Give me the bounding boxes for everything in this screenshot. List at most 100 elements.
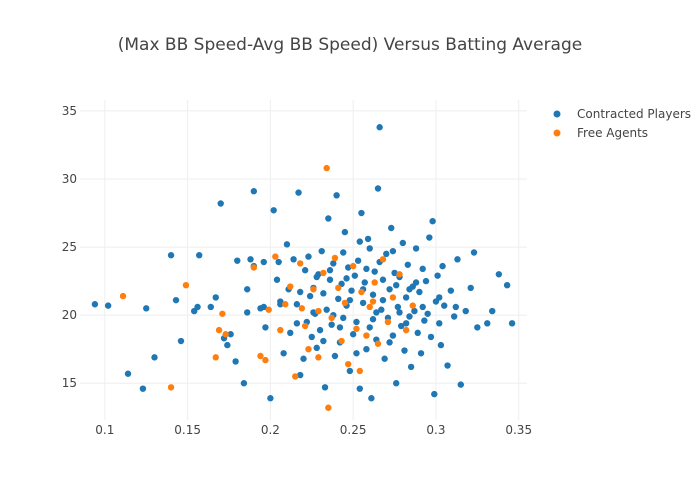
data-point[interactable]: [333, 192, 340, 199]
data-point[interactable]: [450, 313, 458, 320]
data-point[interactable]: [310, 309, 317, 316]
data-point[interactable]: [421, 317, 428, 324]
data-point[interactable]: [217, 200, 224, 207]
data-point[interactable]: [91, 301, 99, 308]
data-point[interactable]: [330, 260, 337, 267]
data-point[interactable]: [172, 296, 180, 304]
legend[interactable]: Contracted Players Free Agents: [553, 107, 692, 140]
data-point[interactable]: [376, 124, 383, 131]
data-point[interactable]: [335, 295, 342, 303]
data-point[interactable]: [262, 356, 269, 364]
data-point[interactable]: [275, 258, 282, 266]
data-point[interactable]: [393, 380, 400, 387]
data-point[interactable]: [272, 253, 279, 260]
data-point[interactable]: [402, 320, 410, 327]
data-point[interactable]: [389, 247, 397, 255]
data-point[interactable]: [361, 279, 368, 286]
data-point[interactable]: [296, 260, 304, 267]
data-point[interactable]: [366, 303, 373, 311]
data-point[interactable]: [340, 249, 347, 256]
data-point[interactable]: [326, 267, 334, 274]
data-point[interactable]: [290, 256, 297, 263]
data-point[interactable]: [353, 350, 360, 357]
data-point[interactable]: [227, 331, 234, 338]
data-point[interactable]: [363, 332, 370, 339]
data-point[interactable]: [508, 320, 516, 327]
data-point[interactable]: [371, 279, 378, 286]
data-point[interactable]: [414, 329, 421, 337]
data-point[interactable]: [401, 347, 408, 354]
legend-item[interactable]: Free Agents: [553, 126, 649, 140]
data-point[interactable]: [416, 288, 423, 296]
data-point[interactable]: [363, 345, 370, 353]
data-point[interactable]: [277, 298, 284, 305]
data-point[interactable]: [280, 350, 287, 357]
legend-item[interactable]: Contracted Players: [553, 107, 692, 121]
data-point[interactable]: [177, 337, 185, 345]
data-point[interactable]: [234, 257, 241, 264]
data-point[interactable]: [257, 352, 264, 360]
data-point[interactable]: [301, 267, 309, 274]
data-point[interactable]: [495, 271, 503, 278]
data-point[interactable]: [366, 324, 373, 331]
data-point[interactable]: [292, 373, 299, 380]
data-point[interactable]: [436, 320, 443, 327]
data-point[interactable]: [325, 404, 332, 411]
data-point[interactable]: [467, 284, 474, 292]
data-point[interactable]: [335, 284, 342, 292]
data-point[interactable]: [300, 355, 307, 362]
data-point[interactable]: [224, 341, 231, 349]
data-point[interactable]: [489, 307, 496, 315]
data-point[interactable]: [437, 341, 445, 349]
data-point[interactable]: [320, 337, 327, 345]
data-point[interactable]: [386, 339, 393, 346]
data-point[interactable]: [388, 224, 395, 232]
data-point[interactable]: [368, 395, 375, 402]
data-point[interactable]: [348, 287, 355, 294]
data-point[interactable]: [305, 253, 312, 260]
data-point[interactable]: [369, 316, 377, 323]
data-point[interactable]: [167, 384, 175, 391]
data-point[interactable]: [318, 247, 325, 255]
data-point[interactable]: [139, 385, 147, 392]
data-point[interactable]: [356, 367, 363, 375]
data-point[interactable]: [250, 188, 258, 195]
data-point[interactable]: [143, 305, 150, 312]
data-point[interactable]: [379, 276, 387, 283]
data-point[interactable]: [293, 301, 301, 308]
data-point[interactable]: [277, 326, 284, 334]
data-point[interactable]: [295, 189, 302, 196]
data-point[interactable]: [219, 310, 226, 317]
data-point[interactable]: [308, 333, 315, 341]
data-point[interactable]: [326, 276, 334, 283]
data-point[interactable]: [250, 264, 258, 271]
data-point[interactable]: [359, 299, 367, 307]
data-point[interactable]: [427, 333, 435, 341]
data-point[interactable]: [119, 292, 127, 300]
data-point[interactable]: [287, 283, 294, 290]
data-point[interactable]: [346, 367, 354, 375]
data-point[interactable]: [260, 258, 267, 266]
data-point[interactable]: [356, 385, 363, 392]
data-point[interactable]: [381, 355, 388, 362]
data-point[interactable]: [363, 265, 370, 273]
data-point[interactable]: [457, 381, 464, 388]
data-point[interactable]: [386, 286, 393, 293]
data-point[interactable]: [182, 281, 190, 289]
data-point[interactable]: [151, 354, 158, 361]
data-point[interactable]: [244, 309, 251, 316]
data-point[interactable]: [328, 314, 335, 322]
data-point[interactable]: [215, 326, 223, 334]
data-point[interactable]: [296, 288, 304, 296]
data-point[interactable]: [267, 395, 274, 402]
data-point[interactable]: [354, 257, 362, 264]
data-point[interactable]: [409, 302, 416, 309]
data-point[interactable]: [313, 344, 320, 352]
data-point[interactable]: [462, 307, 469, 315]
data-point[interactable]: [378, 306, 385, 313]
data-point[interactable]: [373, 309, 380, 316]
data-point[interactable]: [283, 241, 291, 248]
data-point[interactable]: [429, 217, 436, 225]
data-point[interactable]: [232, 358, 239, 365]
data-point[interactable]: [325, 215, 332, 222]
